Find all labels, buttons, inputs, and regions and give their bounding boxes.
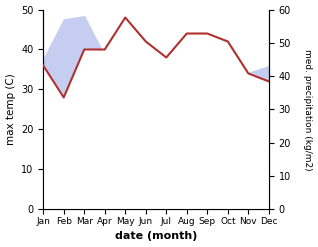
Y-axis label: max temp (C): max temp (C) [5,74,16,145]
Y-axis label: med. precipitation (kg/m2): med. precipitation (kg/m2) [303,49,313,170]
X-axis label: date (month): date (month) [115,231,197,242]
